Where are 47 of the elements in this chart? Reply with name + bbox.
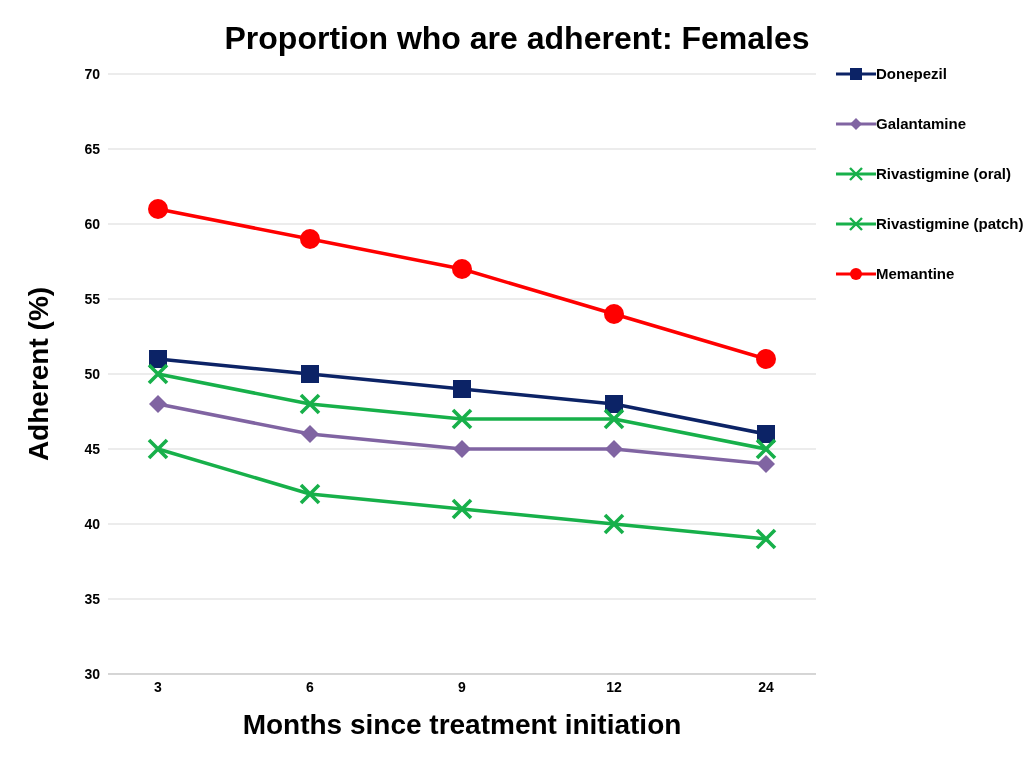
point xyxy=(757,455,775,473)
legend-label: Memantine xyxy=(876,264,955,284)
point xyxy=(451,408,473,430)
point xyxy=(451,498,473,520)
x-axis-title: Months since treatment initiation xyxy=(242,709,682,740)
chart-title: Proportion who are adherent: Females xyxy=(223,19,811,58)
point xyxy=(301,425,319,443)
legend-label: Rivastigmine (patch) xyxy=(876,214,1024,234)
point xyxy=(299,393,321,415)
point xyxy=(755,438,777,460)
point xyxy=(604,304,624,324)
point xyxy=(756,349,776,369)
point xyxy=(605,440,623,458)
point xyxy=(603,513,625,535)
y-axis-title: Adherent (%) xyxy=(22,286,54,462)
point xyxy=(605,395,623,413)
point xyxy=(299,483,321,505)
point xyxy=(300,229,320,249)
legend-label: Galantamine xyxy=(876,114,967,134)
point xyxy=(603,408,625,430)
point xyxy=(453,440,471,458)
x-tick-label: 24 xyxy=(758,678,774,695)
y-tick-label: 50 xyxy=(84,365,101,382)
point xyxy=(147,438,169,460)
point xyxy=(147,363,169,385)
x-tick-label: 3 xyxy=(154,678,163,695)
point xyxy=(148,199,168,219)
y-tick-label: 60 xyxy=(84,215,101,232)
y-tick-label: 45 xyxy=(84,440,101,457)
point xyxy=(757,425,775,443)
y-tick-label: 65 xyxy=(84,140,101,157)
y-tick-label: 40 xyxy=(84,515,101,532)
point xyxy=(755,528,777,550)
y-tick-label: 70 xyxy=(84,65,101,82)
point xyxy=(149,395,167,413)
y-tick-label: 30 xyxy=(84,665,101,682)
point xyxy=(452,259,472,279)
x-tick-label: 6 xyxy=(306,678,315,695)
y-tick-label: 55 xyxy=(84,290,101,307)
x-tick-label: 12 xyxy=(606,678,622,695)
point xyxy=(453,380,471,398)
point xyxy=(149,350,167,368)
point xyxy=(301,365,319,383)
y-tick-label: 35 xyxy=(84,590,101,607)
legend-label: Rivastigmine (oral) xyxy=(876,164,1012,184)
x-tick-label: 9 xyxy=(458,678,467,695)
legend-label: Donepezil xyxy=(876,64,947,84)
